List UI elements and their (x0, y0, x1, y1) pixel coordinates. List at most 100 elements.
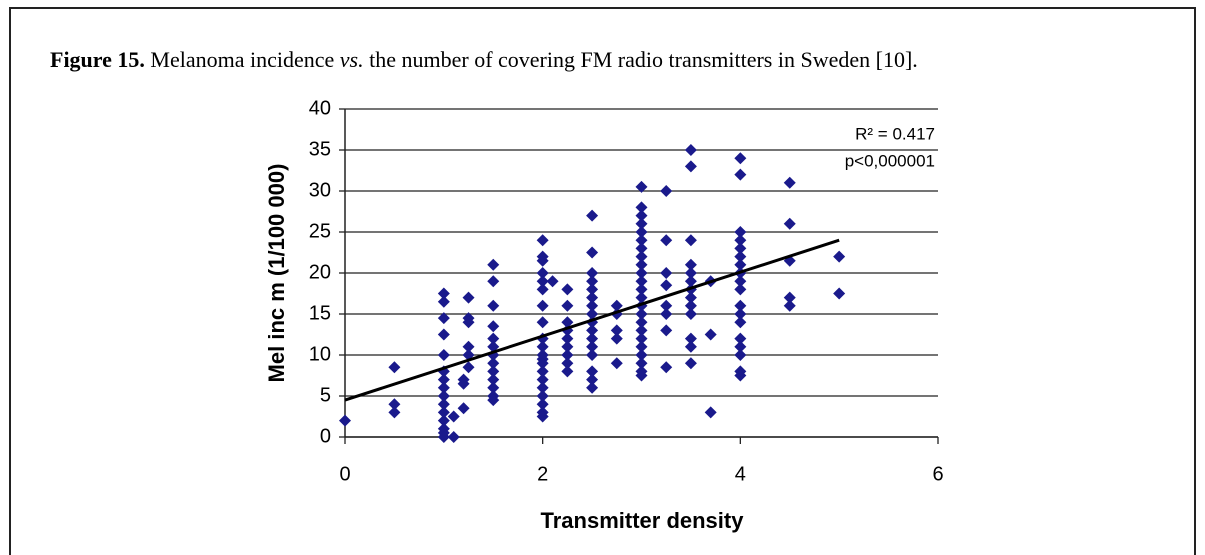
point (684, 291, 697, 304)
point (462, 291, 475, 304)
point (635, 226, 648, 238)
figure-border (9, 7, 1196, 555)
y-tick-label: 40 (309, 97, 331, 119)
point (684, 144, 697, 156)
point (388, 361, 401, 374)
point (783, 217, 796, 230)
point (635, 369, 648, 382)
y-tick-label: 0 (320, 425, 331, 447)
point (734, 250, 747, 263)
point (487, 357, 500, 370)
point (635, 258, 648, 271)
point (462, 361, 475, 374)
point (684, 357, 697, 370)
point (536, 390, 549, 402)
y-tick-label: 25 (309, 220, 331, 242)
point (635, 324, 648, 337)
point (684, 275, 697, 288)
point (536, 299, 549, 312)
y-axis-label: Mel inc m (1/100 000) (264, 164, 289, 383)
point (660, 299, 673, 312)
point (437, 312, 450, 325)
point (536, 410, 549, 423)
point (561, 299, 574, 312)
point (388, 398, 401, 411)
point (635, 209, 648, 222)
point (734, 332, 747, 345)
point (487, 258, 500, 271)
point (487, 365, 500, 378)
x-tick-label: 2 (537, 463, 548, 485)
point (536, 234, 549, 247)
point (339, 414, 351, 427)
point (734, 316, 747, 329)
point (734, 369, 747, 382)
point (660, 267, 673, 279)
point (437, 295, 450, 308)
point (833, 250, 846, 263)
point (536, 283, 549, 296)
point (462, 316, 475, 329)
point (487, 299, 500, 312)
point (586, 324, 599, 337)
point (660, 324, 673, 337)
point (487, 394, 500, 407)
point (684, 332, 697, 345)
y-tick-label: 15 (309, 302, 331, 324)
annotation: R² = 0.417 (855, 124, 935, 143)
point (734, 308, 747, 320)
point (437, 398, 450, 411)
point (457, 373, 470, 386)
point (561, 332, 574, 345)
y-tick-label: 30 (309, 179, 331, 201)
point (586, 209, 599, 222)
caption-italic: vs. (340, 47, 364, 72)
point (684, 299, 697, 312)
point (561, 340, 574, 353)
point (437, 431, 450, 443)
point (561, 316, 574, 329)
point (610, 299, 623, 312)
point (437, 373, 450, 386)
point (388, 406, 401, 419)
point (635, 357, 648, 370)
point (536, 373, 549, 386)
point (684, 308, 697, 320)
point (586, 332, 599, 345)
point (561, 357, 574, 370)
point (487, 373, 500, 386)
point (660, 308, 673, 320)
point (660, 279, 673, 292)
point (684, 160, 697, 173)
point (610, 332, 623, 345)
point (536, 316, 549, 329)
point (684, 340, 697, 353)
point (734, 242, 747, 255)
point (734, 340, 747, 353)
point (561, 283, 574, 296)
point (635, 332, 648, 345)
point (635, 217, 648, 230)
caption: Figure 15. Melanoma incidence vs. the nu… (50, 47, 918, 72)
point (610, 357, 623, 370)
figure-label: Figure 15. (50, 47, 145, 72)
point (536, 340, 549, 353)
y-tick-label: 10 (309, 343, 331, 365)
point (536, 267, 549, 279)
point (561, 349, 574, 361)
point (437, 287, 450, 300)
point (783, 176, 796, 189)
point (487, 275, 500, 288)
point (610, 324, 623, 337)
point (447, 410, 460, 423)
point (734, 283, 747, 296)
caption-text: Melanoma incidence (150, 47, 334, 72)
point (586, 299, 599, 312)
point (536, 365, 549, 378)
point (635, 267, 648, 279)
point (684, 234, 697, 247)
point (734, 275, 747, 288)
point (586, 308, 599, 320)
caption-text: the number of covering FM radio transmit… (369, 47, 918, 72)
point (536, 254, 549, 267)
